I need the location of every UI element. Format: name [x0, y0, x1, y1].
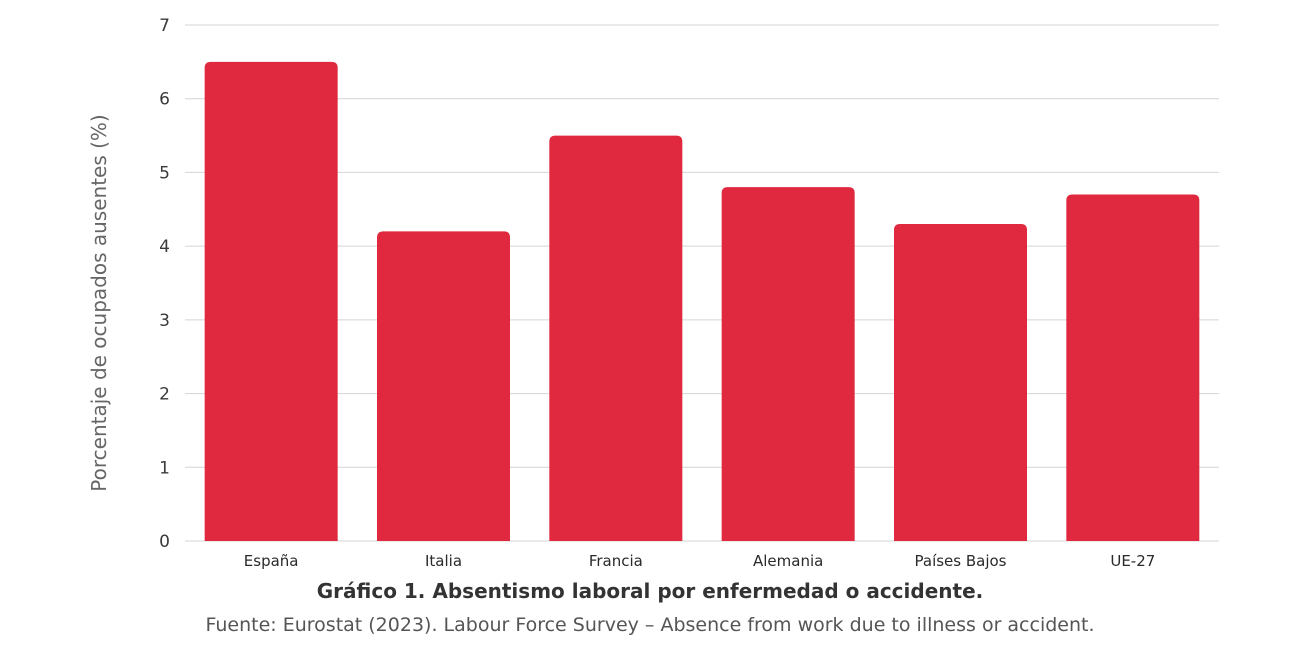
y-tick-label: 5 [159, 163, 170, 183]
x-axis-labels: España Italia Francia Alemania Países Bajos U… [244, 552, 1156, 570]
y-tick-label: 2 [159, 385, 170, 405]
x-tick-label: Alemania [753, 552, 823, 570]
bar-países-bajos [894, 224, 1027, 541]
y-axis-label: Porcentaje de ocupados ausentes (%) [87, 114, 111, 491]
y-tick-label: 3 [159, 311, 170, 331]
bar-alemania [721, 187, 855, 541]
bars [204, 61, 1200, 542]
x-tick-label: Italia [425, 552, 462, 570]
y-tick-label: 7 [159, 16, 170, 36]
grid-lines [185, 24, 1219, 542]
bar-francia [549, 135, 683, 542]
y-tick-label: 0 [159, 532, 170, 552]
y-axis-ticks: 0 1 2 3 4 5 6 7 [159, 16, 170, 552]
x-tick-label: UE-27 [1110, 552, 1155, 570]
chart-caption-title: Gráfico 1. Absentismo laboral por enferm… [316, 579, 984, 603]
x-tick-label: Países Bajos [915, 552, 1007, 570]
bar-españa [204, 61, 338, 541]
bar-italia [377, 231, 510, 541]
x-tick-label: España [244, 552, 299, 570]
bar-ue-27 [1066, 194, 1200, 542]
x-tick-label: Francia [589, 552, 643, 570]
y-tick-label: 6 [159, 90, 170, 110]
chart-caption-source: Fuente: Eurostat (2023). Labour Force Su… [205, 614, 1095, 636]
y-tick-label: 1 [159, 458, 170, 478]
y-tick-label: 4 [159, 237, 170, 257]
